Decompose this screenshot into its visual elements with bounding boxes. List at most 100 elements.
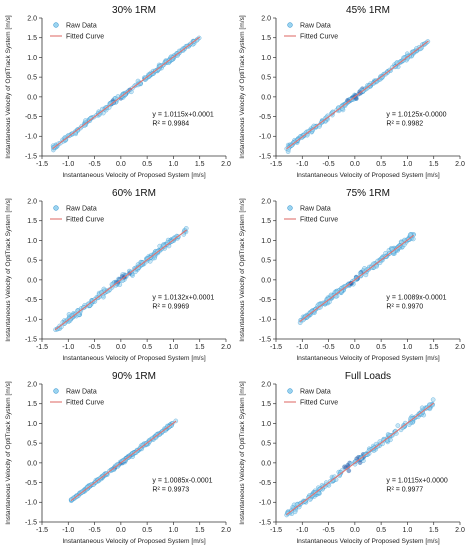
x-tick-label: -1.5 [270, 527, 282, 534]
raw-data-point [407, 232, 413, 238]
x-tick-label: 0.5 [376, 344, 386, 351]
y-tick-label: -0.5 [259, 480, 271, 487]
chart-svg: 75% 1RM -1.5 -1.0 -0.5 0.0 0.5 1.0 1.5 2.0 -1.5 -1… [239, 188, 465, 362]
y-tick-label: -0.5 [259, 297, 271, 304]
chart-svg: 60% 1RM -1.5 -1.0 -0.5 0.0 0.5 1.0 1.5 2.0 -1.5 -1… [5, 188, 231, 362]
r-squared: R² = 0.9969 [152, 304, 189, 311]
y-tick-label: 0.5 [261, 258, 271, 265]
y-axis-label: Instantaneous Velocity of OptiTrack Syst… [5, 198, 12, 342]
raw-data-point [345, 462, 351, 468]
legend-fit-label: Fitted Curve [66, 217, 104, 224]
x-tick-label: 0.5 [376, 527, 386, 534]
x-tick-label: 0.5 [376, 161, 386, 168]
raw-data-point [129, 89, 134, 95]
r-squared: R² = 0.9982 [386, 121, 423, 128]
legend-raw-label: Raw Data [66, 206, 97, 213]
legend-raw-marker [53, 205, 59, 211]
y-tick-label: 2.0 [27, 15, 37, 22]
x-tick-label: 1.5 [429, 527, 439, 534]
x-tick-label: 0.0 [116, 344, 126, 351]
fit-equation: y = 1.0125x-0.0000 [386, 112, 446, 119]
y-tick-label: -1.5 [25, 153, 37, 160]
y-tick-label: 0.0 [261, 277, 271, 284]
fit-equation: y = 1.0085x-0.0001 [152, 478, 212, 485]
fitted-curve-line [299, 234, 415, 323]
x-tick-label: -0.5 [323, 161, 335, 168]
y-tick-label: 0.0 [261, 460, 271, 467]
x-tick-label: -1.5 [36, 161, 48, 168]
panel-5: 90% 1RM -1.5 -1.0 -0.5 0.0 0.5 1.0 1.5 2.0 -1.5 -1… [0, 366, 234, 549]
r-squared: R² = 0.9984 [152, 121, 189, 128]
x-tick-label: -0.5 [89, 161, 101, 168]
x-tick-label: 2.0 [221, 161, 231, 168]
y-tick-label: 1.5 [261, 218, 271, 225]
x-axis-label: Instantaneous Velocity of Proposed Syste… [62, 172, 205, 179]
y-tick-label: 1.5 [27, 218, 37, 225]
x-tick-label: -1.5 [270, 161, 282, 168]
x-tick-label: -1.0 [296, 161, 308, 168]
x-tick-label: 1.0 [403, 161, 413, 168]
x-tick-label: 1.0 [169, 344, 179, 351]
x-tick-label: 2.0 [455, 344, 465, 351]
x-tick-label: 2.0 [221, 344, 231, 351]
legend-fit-label: Fitted Curve [300, 34, 338, 41]
r-squared: R² = 0.9977 [386, 487, 423, 494]
raw-data-point [346, 468, 352, 474]
legend-fit-label: Fitted Curve [66, 34, 104, 41]
legend-fit-label: Fitted Curve [66, 400, 104, 407]
x-tick-label: 1.0 [169, 527, 179, 534]
y-tick-label: 2.0 [261, 381, 271, 388]
y-tick-label: 0.0 [27, 277, 37, 284]
y-tick-label: 1.0 [261, 421, 271, 428]
x-tick-label: -0.5 [323, 527, 335, 534]
x-tick-label: 1.0 [403, 527, 413, 534]
y-tick-label: 0.0 [27, 460, 37, 467]
y-tick-label: -0.5 [25, 297, 37, 304]
raw-data-point [316, 301, 322, 307]
chart-title: 30% 1RM [112, 5, 156, 16]
x-tick-label: 1.0 [403, 344, 413, 351]
chart-title: 60% 1RM [112, 188, 156, 199]
fitted-curve-line [52, 36, 201, 150]
fitted-curve-line [286, 40, 429, 150]
x-axis-label: Instantaneous Velocity of Proposed Syste… [62, 538, 205, 545]
legend: Raw Data Fitted Curve [50, 22, 104, 41]
legend-fit-label: Fitted Curve [300, 400, 338, 407]
x-tick-label: 0.0 [350, 344, 360, 351]
fitted-curve-line [70, 420, 177, 502]
x-tick-label: 1.0 [169, 161, 179, 168]
x-tick-label: -1.0 [62, 344, 74, 351]
raw-data-point [328, 292, 334, 298]
raw-data-point [83, 118, 88, 123]
chart-title: 75% 1RM [346, 188, 390, 199]
fit-equation: y = 1.0132x+0.0001 [152, 295, 214, 302]
fitted-curve-line [286, 402, 435, 516]
legend: Raw Data Fitted Curve [284, 22, 338, 41]
y-tick-label: 0.5 [261, 441, 271, 448]
x-tick-label: 1.5 [429, 344, 439, 351]
y-tick-label: -1.5 [25, 336, 37, 343]
x-tick-label: 0.0 [350, 161, 360, 168]
y-tick-label: -0.5 [25, 480, 37, 487]
y-axis-label: Instantaneous Velocity of OptiTrack Syst… [239, 381, 246, 525]
raw-data-point [388, 437, 393, 443]
legend-raw-marker [53, 388, 59, 394]
legend-fit-label: Fitted Curve [300, 217, 338, 224]
y-tick-label: 2.0 [27, 381, 37, 388]
raw-data-point [357, 460, 363, 465]
legend-raw-label: Raw Data [66, 23, 97, 30]
x-tick-label: 2.0 [221, 527, 231, 534]
legend-raw-marker [287, 22, 293, 28]
fit-equation: y = 1.0089x-0.0001 [386, 295, 446, 302]
x-tick-label: 1.5 [429, 161, 439, 168]
panel-1: 30% 1RM -1.5 -1.0 -0.5 0.0 0.5 1.0 1.5 2.0 -1.5 -1… [0, 0, 234, 183]
x-tick-label: -1.5 [270, 344, 282, 351]
raw-data-point [157, 243, 163, 249]
panel-2: 45% 1RM -1.5 -1.0 -0.5 0.0 0.5 1.0 1.5 2.0 -1.5 -1… [234, 0, 468, 183]
chart-title: 45% 1RM [346, 5, 390, 16]
chart-svg: 90% 1RM -1.5 -1.0 -0.5 0.0 0.5 1.0 1.5 2.0 -1.5 -1… [5, 371, 231, 545]
chart-svg: 30% 1RM -1.5 -1.0 -0.5 0.0 0.5 1.0 1.5 2.0 -1.5 -1… [5, 5, 231, 179]
y-tick-label: 2.0 [27, 198, 37, 205]
x-tick-label: -0.5 [89, 344, 101, 351]
